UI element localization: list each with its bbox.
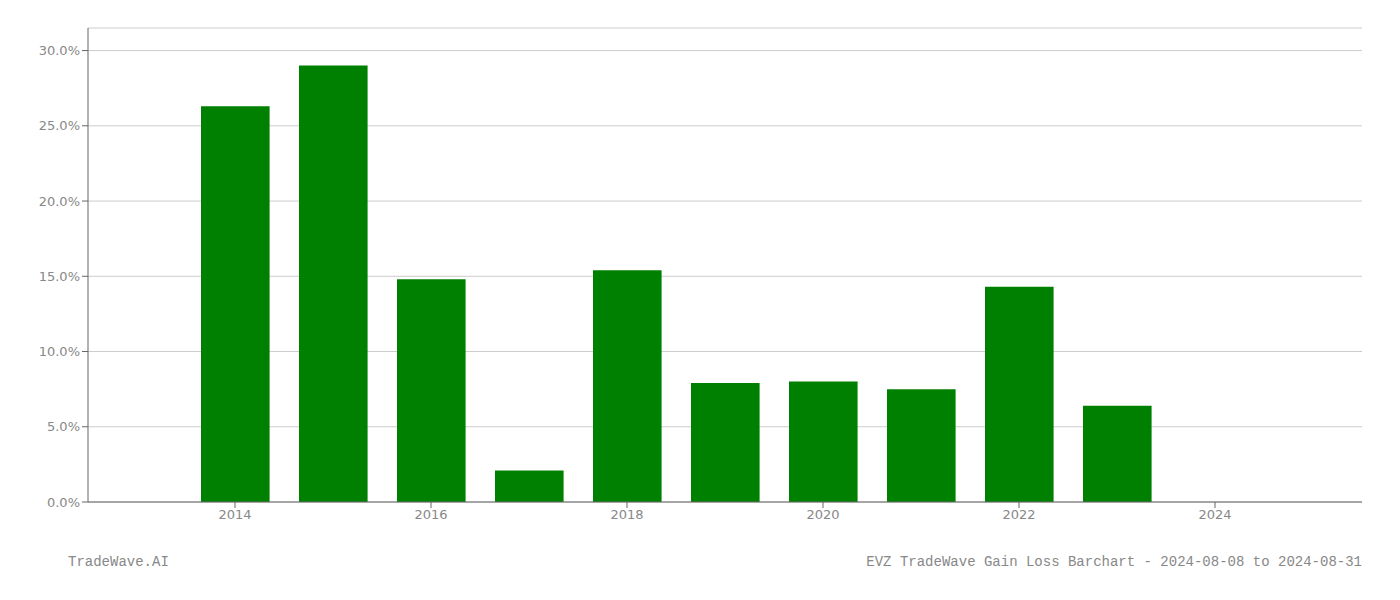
svg-text:10.0%: 10.0%	[39, 344, 80, 359]
svg-text:30.0%: 30.0%	[39, 43, 80, 58]
svg-text:2014: 2014	[218, 507, 251, 522]
html-text:EVZ TradeWave Gain Loss Barcha: EVZ TradeWave Gain Loss Barchart - 2024-…	[866, 554, 1362, 570]
svg-text:25.0%: 25.0%	[39, 118, 80, 133]
svg-text:2016: 2016	[414, 507, 447, 522]
svg-text:20.0%: 20.0%	[39, 194, 80, 209]
svg-text:5.0%: 5.0%	[47, 419, 80, 434]
svg-text:2020: 2020	[806, 507, 839, 522]
svg-text:15.0%: 15.0%	[39, 269, 80, 284]
svg-text:2024: 2024	[1198, 507, 1231, 522]
svg-text:0.0%: 0.0%	[47, 495, 80, 510]
html-text:TradeWave.AI: TradeWave.AI	[68, 554, 169, 570]
svg-text:2018: 2018	[610, 507, 643, 522]
svg-text:2022: 2022	[1002, 507, 1035, 522]
